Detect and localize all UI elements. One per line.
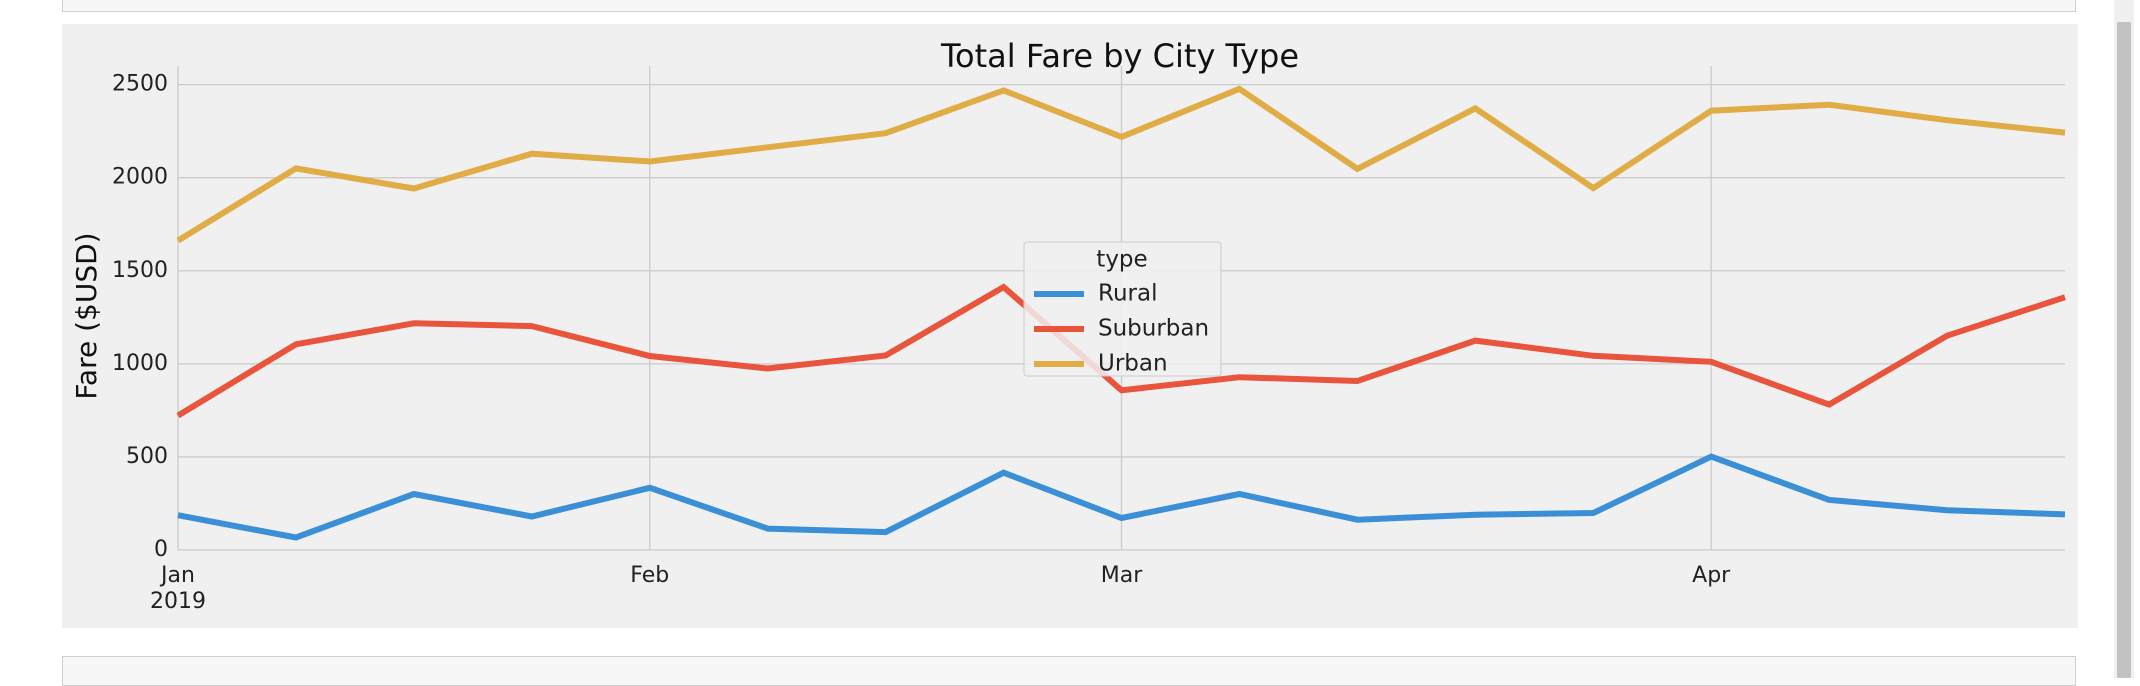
y-tick-label: 2000 [112, 165, 168, 190]
y-tick-label: 1000 [112, 351, 168, 376]
chart-figure: 0 500 1000 1500 2000 2500 Jan 2019 Feb Mar Apr To… [62, 24, 2078, 628]
next-input-cell[interactable] [62, 656, 2076, 686]
legend: type Rural Suburban Urban [1023, 241, 1222, 377]
chart-title: Total Fare by City Type [940, 37, 1299, 75]
y-axis-label: Fare ($USD) [70, 232, 103, 399]
y-tick-labels: 0 500 1000 1500 2000 2500 [112, 72, 168, 562]
series-line-rural [177, 453, 2066, 541]
x-tick-label: Apr [1692, 563, 1731, 588]
legend-frame [1023, 241, 1222, 377]
series-lines [176, 85, 2066, 541]
x-tick-label: Feb [630, 563, 669, 588]
x-tick-label: Mar [1101, 563, 1143, 588]
legend-label-suburban: Suburban [1098, 316, 1209, 342]
x-tick-label: Jan [159, 563, 195, 588]
legend-label-rural: Rural [1098, 281, 1157, 307]
y-tick-label: 0 [154, 537, 168, 562]
y-tick-label: 500 [126, 444, 168, 469]
series-line-urban [176, 85, 2066, 244]
y-tick-label: 1500 [112, 258, 168, 283]
legend-label-urban: Urban [1098, 351, 1168, 377]
previous-output-cell [62, 0, 2076, 12]
x-tick-sublabel: 2019 [150, 589, 206, 614]
series-line-suburban [176, 283, 2066, 419]
legend-title: type [1096, 247, 1147, 273]
y-tick-label: 2500 [112, 72, 168, 97]
vertical-scrollbar-thumb[interactable] [2117, 22, 2131, 678]
